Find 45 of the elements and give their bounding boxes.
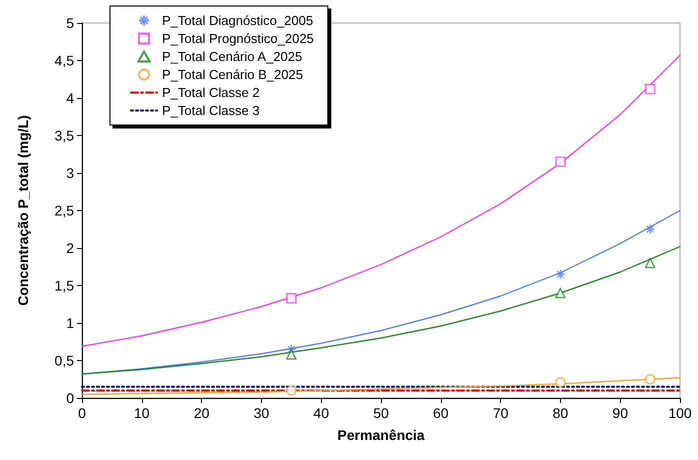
x-tick-label: 50 [373,405,389,421]
y-tick-label: 4 [66,90,74,106]
y-tick-label: 2,5 [54,202,74,218]
x-tick-label: 30 [254,405,270,421]
point [644,258,656,268]
legend-label: P_Total Diagnóstico_2005 [162,13,314,28]
legend-label: P_Total Classe 3 [162,103,260,118]
point [644,84,656,94]
point [286,344,296,354]
x-tick-label: 20 [194,405,210,421]
y-tick-label: 3 [66,165,74,181]
legend-label: P_Total Classe 2 [162,85,260,100]
y-tick-label: 0,5 [54,352,74,368]
legend-label: P_Total Prognóstico_2025 [162,31,314,46]
y-tick-label: 2 [66,240,74,256]
point [286,385,296,396]
y-tick-label: 4,5 [54,52,74,68]
point [644,374,656,384]
point [555,156,566,167]
y-tick-label: 3,5 [54,128,74,144]
line-series [81,210,681,375]
x-tick-label: 10 [134,405,150,421]
x-tick-label: 80 [552,405,568,421]
x-tick-label: 70 [492,405,509,421]
x-tick-label: 40 [313,405,330,421]
y-axis-title: Concentração P_total (mg/L) [15,115,31,306]
legend-label: P_Total Cenário B_2025 [162,67,303,82]
point [555,377,566,388]
point [644,224,656,234]
y-tick-label: 0 [66,390,74,406]
line-series [81,246,681,375]
legend-label: P_Total Cenário A_2025 [162,49,302,64]
point [286,293,296,304]
y-tick-label: 1 [66,315,74,331]
point [286,349,296,360]
line-series [81,377,681,395]
point [555,288,566,298]
x-tick-label: 60 [433,405,449,421]
x-tick-label: 100 [668,405,692,421]
y-tick-label: 1,5 [54,278,74,294]
x-tick-label: 0 [78,405,86,421]
point [555,269,566,280]
x-tick-label: 90 [612,405,628,421]
y-tick-label: 5 [66,15,74,31]
x-axis-title: Permanência [337,427,425,443]
